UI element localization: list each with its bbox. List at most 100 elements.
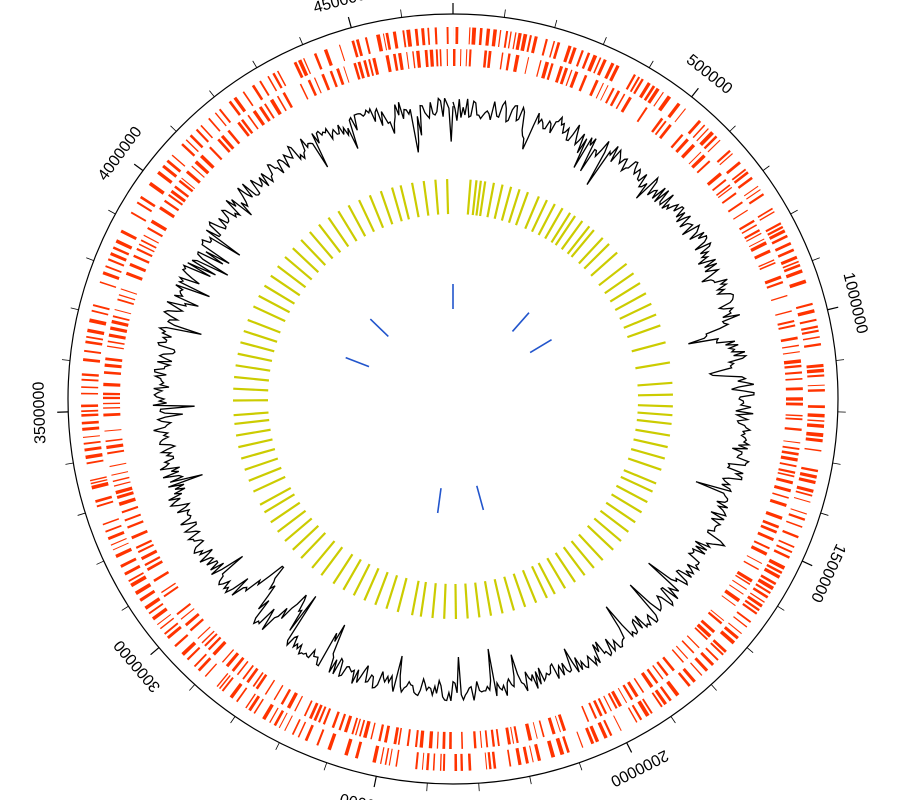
gene-feature: [446, 27, 449, 45]
gene-feature: [743, 185, 759, 197]
gene-feature: [484, 752, 488, 770]
gene-feature: [777, 471, 795, 478]
gene-feature: [103, 412, 121, 417]
yellow-feature: [446, 179, 450, 215]
gene-feature: [603, 695, 612, 712]
gene-feature: [497, 29, 502, 48]
gene-feature: [186, 646, 201, 661]
yellow-feature: [626, 324, 661, 339]
gene-feature: [115, 486, 133, 495]
gene-feature: [453, 49, 456, 67]
gene-feature: [120, 288, 138, 295]
gene-feature: [666, 680, 680, 697]
yellow-feature: [258, 294, 291, 314]
yellow-feature: [537, 203, 556, 236]
gene-feature: [733, 171, 749, 184]
gene-feature: [710, 609, 725, 622]
gene-feature: [90, 479, 108, 485]
yellow-feature: [259, 486, 292, 506]
gene-feature: [273, 710, 285, 727]
gene-feature: [284, 715, 293, 732]
gene-feature: [107, 258, 125, 267]
gene-feature: [267, 75, 278, 92]
gene-feature: [82, 426, 100, 431]
gene-feature: [750, 545, 768, 556]
gene-feature: [358, 719, 366, 737]
gene-feature: [316, 729, 325, 746]
gene-feature: [414, 730, 419, 748]
gene-feature: [801, 329, 819, 335]
gene-feature: [696, 623, 712, 638]
gene-feature: [784, 427, 802, 431]
yellow-feature: [475, 180, 482, 216]
axis-tick: [170, 125, 177, 132]
yellow-feature: [503, 576, 516, 611]
axis-tick: [299, 37, 304, 45]
axis-tick: [648, 60, 654, 68]
blue-feature: [345, 356, 370, 368]
gene-feature: [767, 225, 784, 236]
gene-feature: [798, 477, 816, 485]
axis-label: 4000000: [95, 124, 146, 184]
gene-feature: [785, 402, 803, 406]
gene-feature: [467, 753, 472, 771]
yellow-feature: [614, 292, 647, 312]
gene-feature: [807, 389, 825, 392]
gene-feature: [675, 138, 689, 154]
axis-label: 2000000: [608, 746, 671, 789]
gene-feature: [479, 730, 483, 748]
gene-feature: [733, 616, 748, 628]
gene-feature: [435, 49, 439, 67]
axis-tick: [602, 37, 607, 45]
gene-feature: [112, 246, 130, 256]
yellow-feature: [599, 509, 630, 533]
gene-feature: [605, 87, 615, 104]
yellow-feature: [270, 501, 301, 524]
gene-feature: [748, 238, 765, 248]
gene-feature: [694, 657, 709, 672]
yellow-feature: [605, 501, 636, 524]
gene-feature: [609, 64, 620, 82]
gene-feature: [651, 692, 663, 708]
gene-feature: [137, 543, 154, 554]
gene-feature: [625, 74, 637, 90]
gene-feature: [442, 753, 446, 771]
gene-feature: [667, 102, 681, 119]
gene-feature: [505, 53, 511, 71]
gene-feature: [735, 574, 751, 585]
gene-feature: [742, 603, 758, 615]
gene-feature: [189, 618, 204, 632]
gene-feature: [766, 280, 784, 289]
yellow-feature: [342, 558, 362, 591]
gene-feature: [485, 28, 491, 46]
gene-feature: [633, 78, 644, 95]
gene-feature: [81, 378, 99, 382]
gene-feature: [237, 121, 250, 137]
yellow-feature: [233, 375, 270, 382]
gene-feature: [262, 703, 274, 721]
gene-feature: [491, 751, 497, 769]
yellow-feature: [368, 194, 385, 229]
gene-feature: [236, 687, 248, 703]
blue-feature: [511, 312, 530, 332]
gene-feature: [646, 668, 659, 684]
gene-feature: [696, 160, 711, 174]
gene-feature: [659, 686, 672, 702]
gene-feature: [524, 57, 530, 74]
gene-feature: [588, 702, 598, 719]
gene-feature: [705, 647, 719, 661]
gene-feature: [164, 622, 179, 635]
gene-feature: [91, 309, 109, 316]
axis-tick: [554, 19, 558, 28]
gene-feature: [424, 49, 429, 68]
gene-feature: [750, 241, 768, 252]
gene-feature: [659, 124, 672, 140]
axis-tick: [121, 605, 129, 611]
gene-feature: [84, 349, 102, 354]
gene-feature: [578, 74, 588, 92]
yellow-feature: [500, 186, 513, 221]
gene-feature: [388, 748, 393, 766]
axis-tick: [503, 9, 506, 18]
gene-feature: [81, 409, 99, 413]
yellow-feature: [396, 577, 408, 613]
